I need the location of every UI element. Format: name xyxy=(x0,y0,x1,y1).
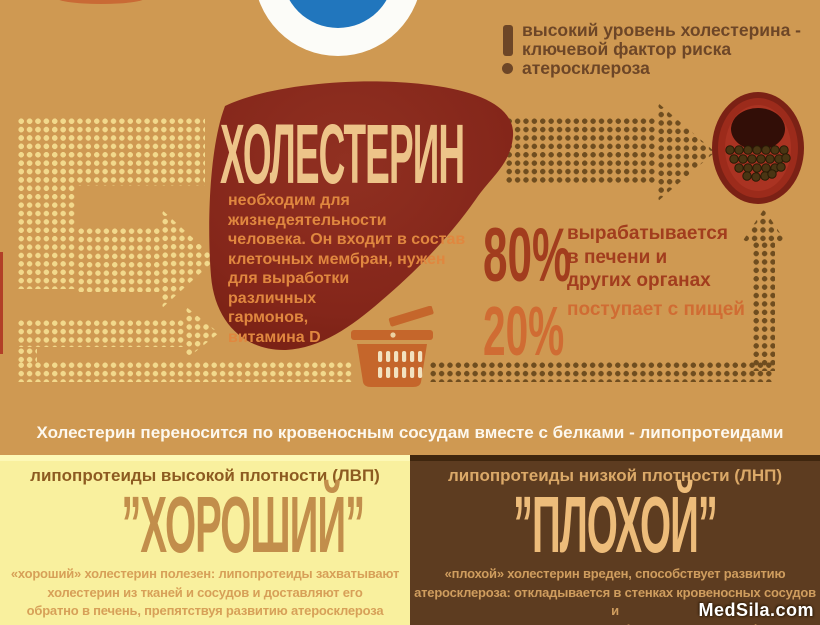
dotted-line-dark xyxy=(429,361,773,382)
watermark: MedSila.com xyxy=(698,600,814,620)
dotted-connector-stub xyxy=(17,347,37,365)
stat-80-value: 80% xyxy=(483,213,572,298)
top-left-shape xyxy=(56,0,146,4)
good-panel-title: ”ХОРОШИЙ” xyxy=(0,485,410,565)
stat-20-label: поступает с пищей xyxy=(567,299,745,320)
dotted-arrow-up-body xyxy=(752,241,775,371)
warning-exclamation-dot-icon xyxy=(502,63,513,74)
dotted-arrow-right-1-body xyxy=(77,227,161,292)
main-title: ХОЛЕСТЕРИН xyxy=(220,107,465,201)
good-panel-strip xyxy=(0,455,410,461)
bad-panel-title: ”ПЛОХОЙ” xyxy=(410,485,820,565)
bad-panel-title-text: ”ПЛОХОЙ” xyxy=(513,480,718,569)
dotted-arrow-liver-to-vessel-head xyxy=(657,102,715,202)
warning-exclamation-icon xyxy=(503,25,513,56)
good-panel-title-text: ”ХОРОШИЙ” xyxy=(121,480,365,569)
bad-panel: липопротеиды низкой плотности (ЛНП) ”ПЛО… xyxy=(410,455,820,625)
left-edge-red-strip xyxy=(0,252,3,354)
bad-panel-header: липопротеиды низкой плотности (ЛНП) xyxy=(447,466,783,485)
stat-20-value: 20% xyxy=(483,292,565,370)
food-basket-icon xyxy=(351,306,434,387)
bad-panel-body: «плохой» холестерин вреден, способствует… xyxy=(414,566,816,625)
liver-description: необходим для жизнедеятельности человека… xyxy=(228,192,466,346)
dotted-line-light xyxy=(17,361,353,382)
good-panel-body: «хороший» холестерин полезен: липопротеи… xyxy=(10,566,400,618)
liver-icon xyxy=(209,81,514,351)
stat-80-label: вырабатывается в печени и других органах xyxy=(567,223,728,291)
bad-panel-strip xyxy=(410,455,820,461)
dotted-arrow-liver-to-vessel-body xyxy=(505,117,657,185)
warning-text: высокий уровень холестерина - ключевой ф… xyxy=(522,20,802,78)
good-panel-header: липопротеиды высокой плотности (ЛВП) xyxy=(30,466,380,485)
dotted-arrow-right-2-body xyxy=(17,319,185,347)
blood-vessel-icon xyxy=(712,92,804,204)
dotted-arrow-up-head xyxy=(742,209,786,242)
band-text: Холестерин переносится по кровеносным со… xyxy=(36,423,784,442)
good-panel: липопротеиды высокой плотности (ЛВП) ”ХО… xyxy=(0,455,410,625)
dotted-column xyxy=(17,117,77,289)
